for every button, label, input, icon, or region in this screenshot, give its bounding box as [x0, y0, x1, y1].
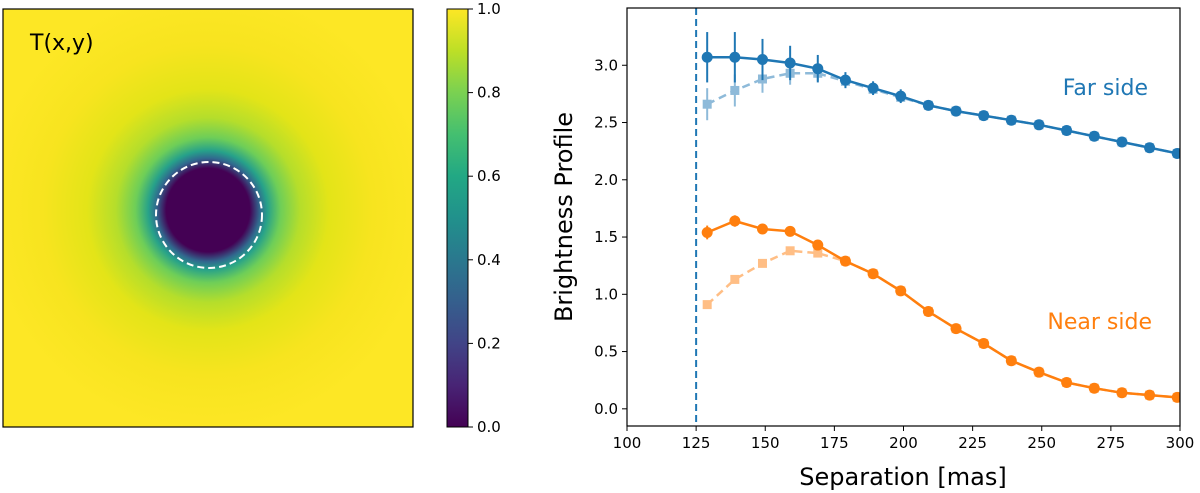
data-point [1144, 389, 1156, 401]
data-point [730, 85, 740, 95]
plot-frame [626, 7, 1181, 427]
x-tick-label: 200 [889, 434, 918, 452]
colorbar-tick-label: 0.4 [477, 251, 501, 269]
data-point [1171, 147, 1180, 159]
x-tick-label: 275 [1097, 434, 1126, 452]
data-point [978, 338, 990, 350]
x-axis-label: Separation [mas] [799, 463, 1006, 491]
transmission-map: T(x,y) [2, 8, 414, 428]
data-point [950, 105, 962, 117]
data-point [813, 248, 823, 258]
map-title: T(x,y) [29, 31, 94, 56]
x-tick-label: 125 [682, 434, 711, 452]
x-tick-label: 300 [1166, 434, 1195, 452]
y-tick-label: 2.5 [594, 114, 618, 132]
colorbar: 0.0 0.2 0.4 0.6 0.8 1.0 [446, 0, 501, 436]
x-tick-label: 250 [1027, 434, 1056, 452]
data-point [978, 110, 990, 122]
y-axis-label: Brightness Profile [550, 112, 578, 322]
data-point [812, 239, 824, 251]
data-point [785, 246, 795, 256]
data-point [895, 285, 907, 297]
data-point [702, 300, 712, 310]
data-point [1116, 136, 1128, 148]
data-point [895, 90, 907, 102]
colorbar-gradient [446, 8, 469, 428]
far-side-label: Far side [1063, 76, 1148, 101]
data-point [729, 215, 741, 227]
data-point [1005, 114, 1017, 126]
y-tick-label: 1.0 [594, 285, 618, 303]
data-point [757, 258, 767, 268]
x-tick-label: 225 [958, 434, 987, 452]
data-point [1061, 376, 1073, 388]
data-point [1144, 142, 1156, 154]
data-point [756, 223, 768, 235]
data-point [1061, 125, 1073, 137]
data-point [812, 63, 824, 75]
data-point [729, 51, 741, 63]
y-tick-label: 3.0 [594, 56, 618, 74]
near-side-label: Near side [1047, 310, 1152, 335]
data-point [701, 51, 713, 63]
data-point [1088, 382, 1100, 394]
data-point [1033, 366, 1045, 378]
data-point [1005, 355, 1017, 367]
data-point [950, 323, 962, 335]
occulter-edge-circle [155, 161, 263, 269]
x-tick-label: 100 [613, 434, 642, 452]
data-point [756, 54, 768, 66]
colorbar-tick-label: 0.8 [477, 84, 501, 102]
data-point [1116, 387, 1128, 399]
data-point [922, 305, 934, 317]
data-point [922, 99, 934, 111]
y-tick-label: 2.0 [594, 171, 618, 189]
data-point [784, 57, 796, 69]
series-line [707, 55, 1178, 155]
data-point [1088, 130, 1100, 142]
colorbar-tick-label: 0.0 [477, 418, 501, 436]
x-tick-label: 150 [751, 434, 780, 452]
data-point [867, 82, 879, 94]
data-point [784, 225, 796, 237]
data-point [839, 255, 851, 267]
y-tick-label: 0.5 [594, 343, 618, 361]
colorbar-tick-label: 0.6 [477, 167, 501, 185]
series-2 [701, 215, 1180, 403]
colorbar-tick-label: 0.2 [477, 334, 501, 352]
series-0 [701, 32, 1180, 159]
data-point [701, 226, 713, 238]
profile-plot: 100 125 150 175 200 225 250 275 300 0.0 0.5 1.0 1.5 2… [550, 7, 1195, 491]
data-point [867, 268, 879, 280]
data-point [839, 74, 851, 86]
y-tick-label: 0.0 [594, 400, 618, 418]
y-tick-label: 1.5 [594, 228, 618, 246]
colorbar-tick-label: 1.0 [477, 0, 501, 18]
data-point [1033, 119, 1045, 131]
x-tick-label: 175 [820, 434, 849, 452]
data-point [1171, 391, 1180, 403]
data-point [702, 99, 712, 109]
data-point [730, 274, 740, 284]
map-radial-field [3, 9, 413, 427]
map-frame [2, 8, 414, 428]
